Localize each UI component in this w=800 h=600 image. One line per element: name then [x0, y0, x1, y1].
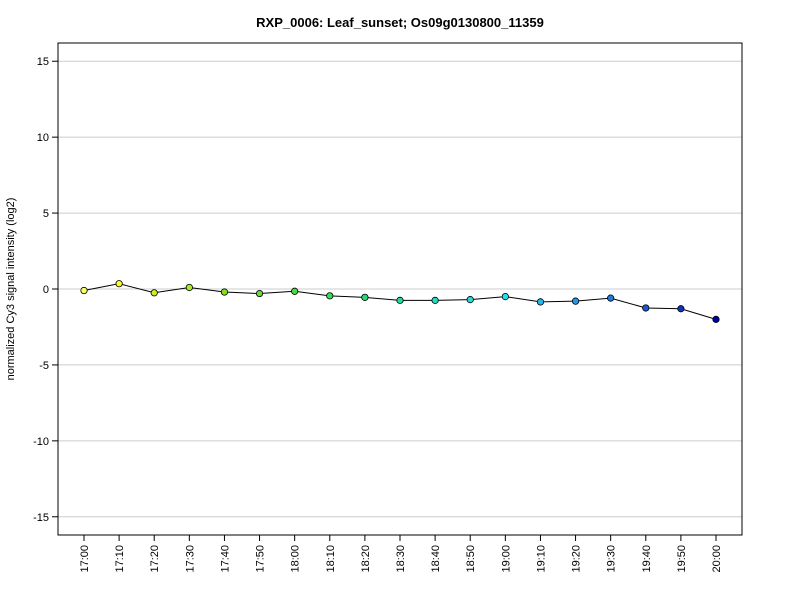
- data-point: [466, 296, 474, 304]
- grid-lines: [58, 60, 742, 518]
- y-tick-label: -10: [33, 436, 49, 448]
- data-point: [220, 288, 229, 296]
- x-tick-label: 17:30: [184, 545, 196, 573]
- y-tick-label: 0: [43, 284, 49, 296]
- data-points: [80, 280, 720, 323]
- data-point: [571, 297, 580, 305]
- x-tick-label: 18:50: [465, 545, 477, 573]
- data-point: [361, 293, 369, 301]
- chart-title: RXP_0006: Leaf_sunset; Os09g0130800_1135…: [256, 15, 544, 30]
- data-point: [326, 292, 334, 300]
- x-axis: 17:00 17:10 17:20 17:30 17:40 17:50 18:00 18:10…: [79, 534, 723, 573]
- x-tick-label: 19:10: [535, 545, 547, 573]
- data-point: [536, 298, 545, 306]
- y-tick-label: -5: [39, 360, 49, 372]
- x-tick-label: 19:30: [606, 545, 618, 573]
- x-tick-label: 19:20: [571, 545, 583, 573]
- y-tick-label: -15: [33, 512, 49, 524]
- data-point: [431, 296, 439, 304]
- x-tick-label: 18:40: [430, 545, 442, 573]
- x-tick-label: 19:50: [676, 545, 688, 573]
- data-point: [255, 289, 264, 298]
- x-tick-label: 17:20: [149, 545, 161, 573]
- data-point: [80, 286, 88, 295]
- data-point: [150, 289, 158, 297]
- data-point: [396, 296, 404, 304]
- y-axis: -15 -10 -5 0 5 10 15: [33, 56, 58, 524]
- data-point: [185, 283, 193, 292]
- data-point: [712, 315, 720, 323]
- x-tick-label: 18:30: [395, 545, 407, 573]
- y-tick-label: 15: [37, 56, 49, 68]
- data-point: [291, 287, 299, 295]
- x-tick-label: 17:50: [255, 545, 267, 573]
- x-tick-label: 17:00: [79, 545, 91, 573]
- data-point: [642, 304, 650, 312]
- data-point: [607, 294, 615, 302]
- x-tick-label: 18:10: [325, 545, 337, 573]
- x-tick-label: 19:40: [641, 545, 653, 573]
- x-tick-label: 18:00: [290, 545, 302, 573]
- data-point: [115, 280, 123, 288]
- y-tick-label: 10: [37, 132, 49, 144]
- x-tick-label: 18:20: [360, 545, 372, 573]
- x-tick-label: 17:40: [219, 545, 231, 573]
- y-axis-label: normalized Cy3 signal intensity (log2): [5, 198, 17, 381]
- data-point: [677, 305, 685, 313]
- x-tick-label: 20:00: [711, 545, 723, 573]
- x-tick-label: 17:10: [114, 545, 126, 573]
- data-point: [501, 292, 509, 301]
- y-tick-label: 5: [43, 208, 49, 220]
- x-tick-label: 19:00: [500, 545, 512, 573]
